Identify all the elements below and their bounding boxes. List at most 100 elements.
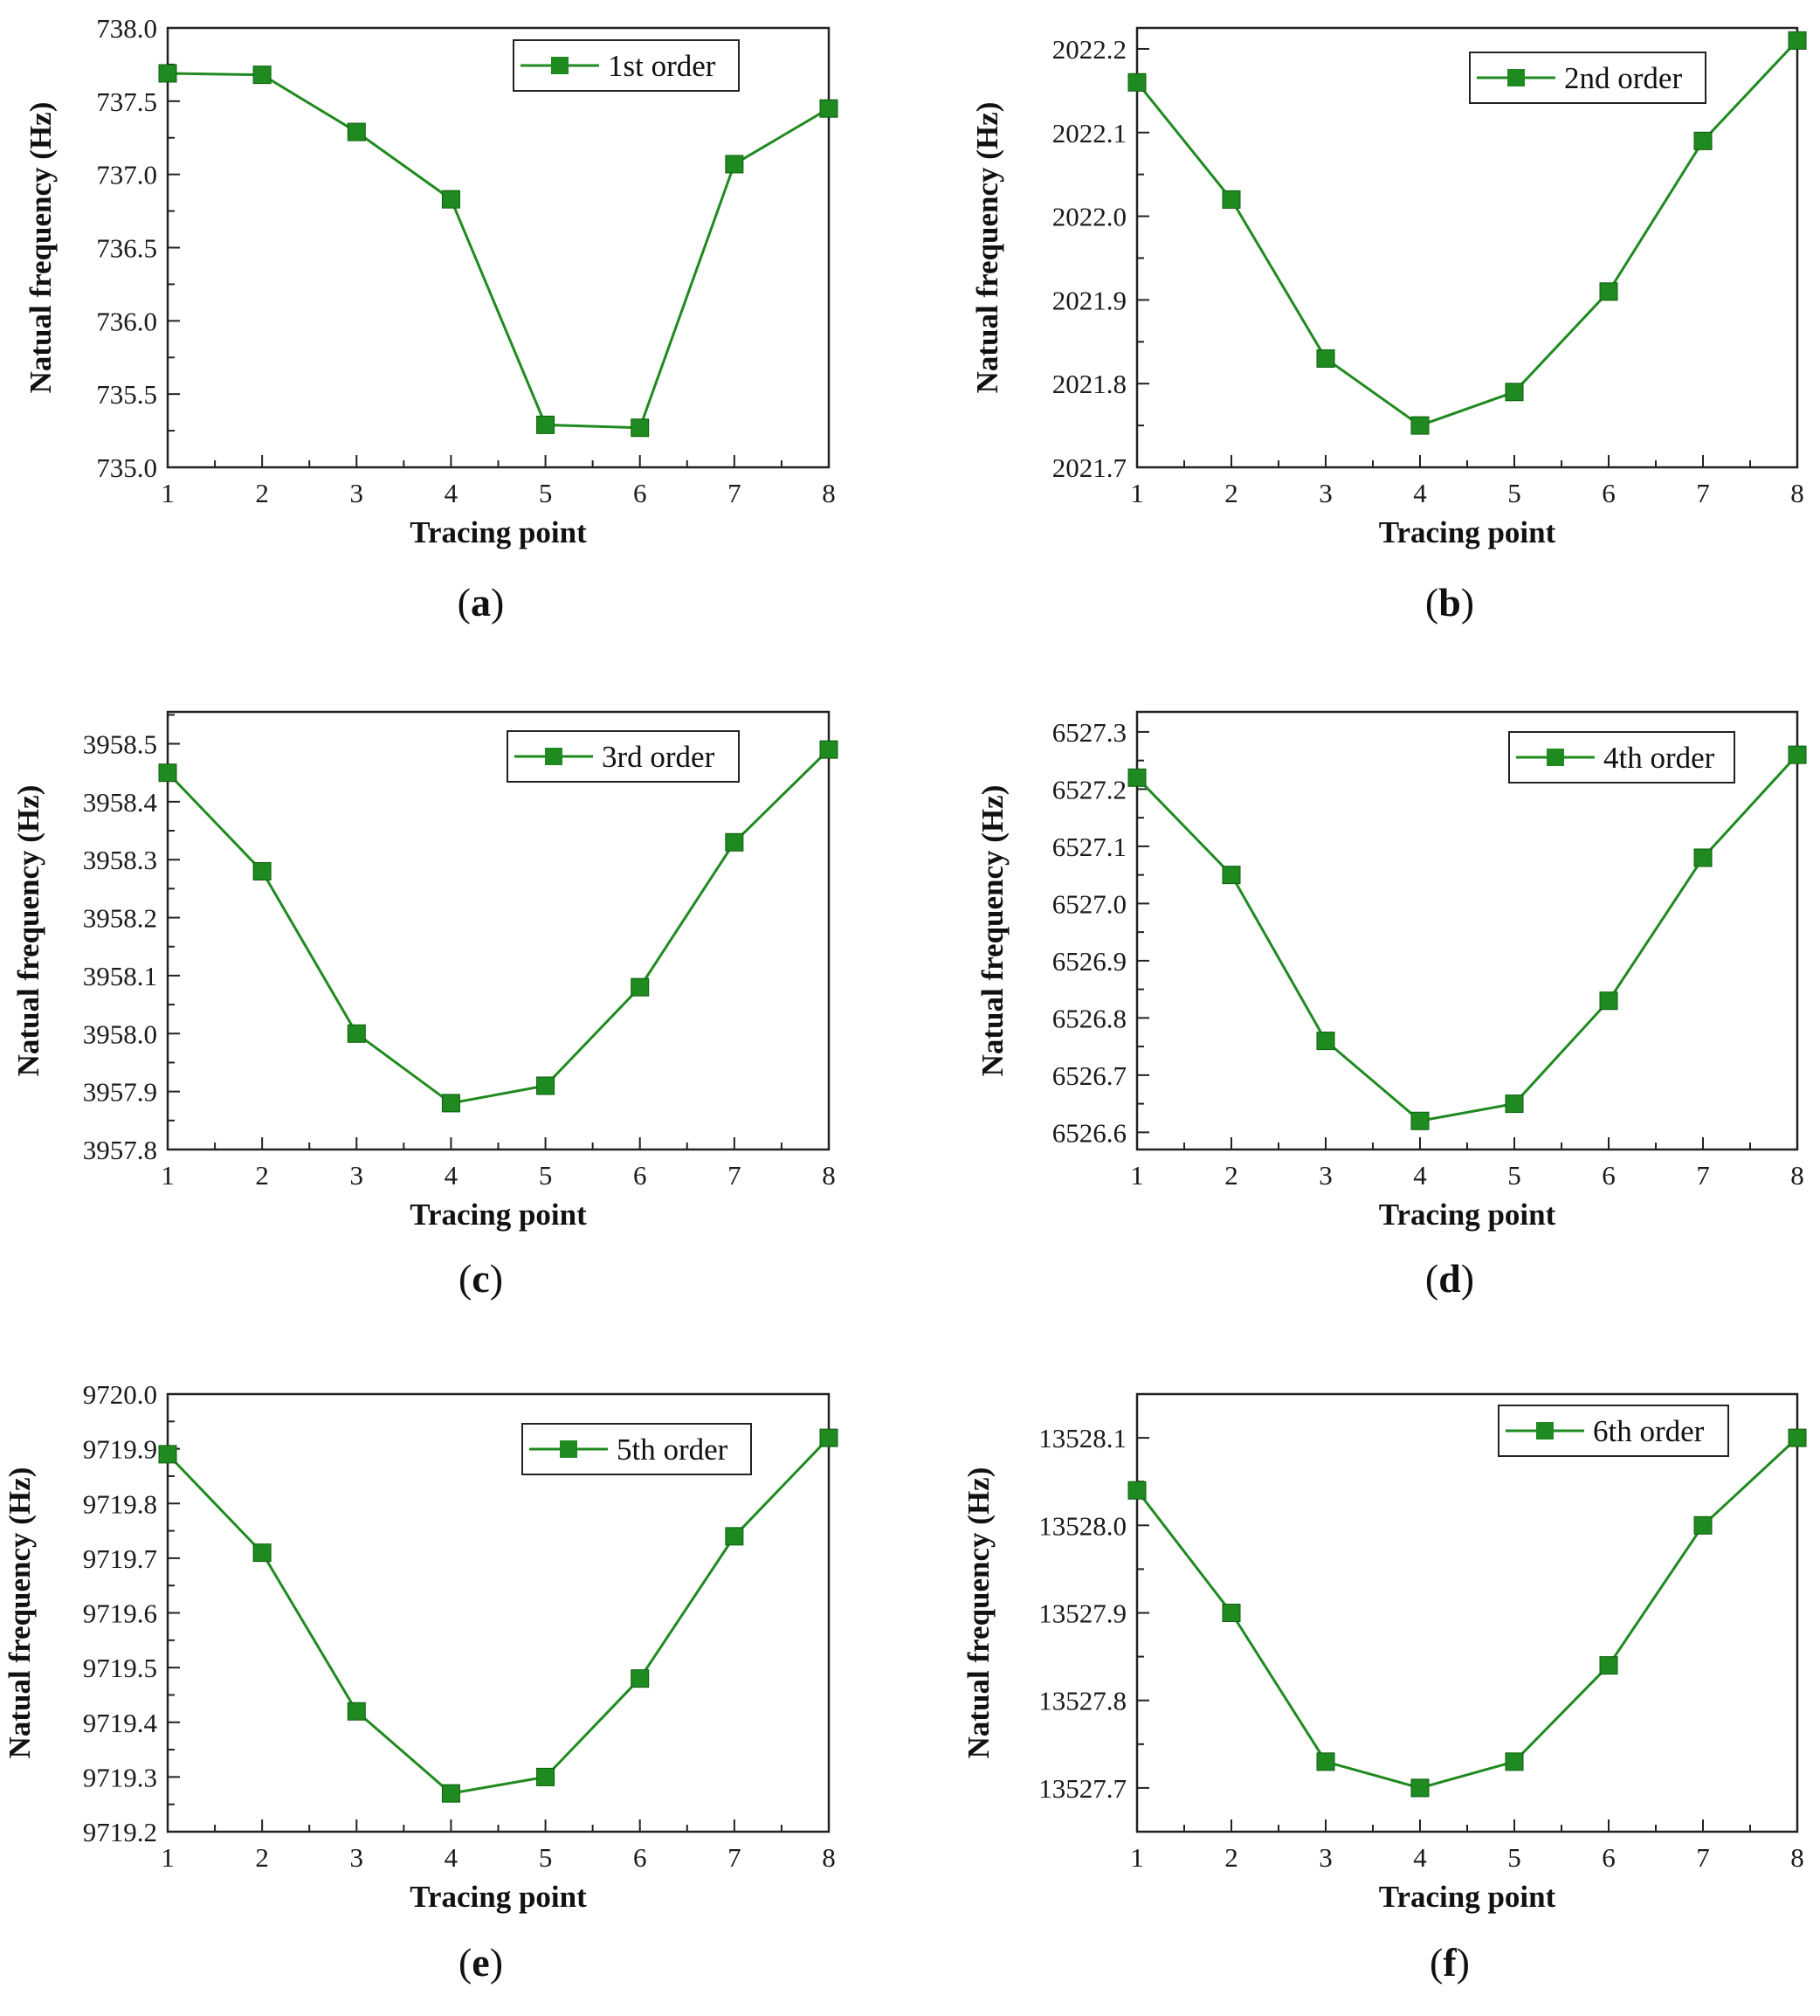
- y-tick-label: 3958.4: [83, 787, 158, 818]
- x-tick-label: 7: [1696, 478, 1710, 508]
- legend-marker: [1547, 749, 1564, 766]
- data-point: [536, 415, 555, 434]
- data-point: [158, 763, 177, 783]
- chart-panel-f: 1 2 3 4 5 6 7 8 13527.7 13527.8 13527.9 13528.0 1352…: [962, 1392, 1807, 1985]
- data-point: [441, 1784, 460, 1803]
- data-point: [1693, 1515, 1713, 1535]
- data-point: [631, 418, 650, 438]
- series-line: [1135, 754, 1799, 1122]
- x-tick-label: 5: [1507, 1160, 1521, 1191]
- data-point: [1410, 416, 1430, 435]
- y-tick-label: 737.0: [96, 160, 157, 190]
- y-tick-label: 13527.7: [1038, 1773, 1127, 1804]
- x-axis-title: Tracing point: [410, 515, 587, 549]
- x-tick-label: 8: [822, 478, 836, 508]
- panel-label-e: (e): [458, 1940, 503, 1985]
- legend-label: 5th order: [617, 1433, 728, 1467]
- data-point: [819, 1428, 838, 1447]
- data-point: [347, 122, 366, 142]
- legend-marker: [551, 57, 569, 74]
- x-tick-label: 3: [350, 478, 364, 508]
- legend: 4th order: [1508, 731, 1735, 784]
- series-line: [1135, 1437, 1799, 1790]
- data-point: [441, 1094, 460, 1113]
- y-tick-label: 6526.9: [1052, 946, 1127, 977]
- x-tick-label: 6: [1602, 478, 1616, 508]
- data-point: [1222, 1604, 1241, 1622]
- legend: 1st order: [513, 39, 740, 92]
- y-tick-label: 6527.1: [1052, 832, 1127, 862]
- x-tick-label: 8: [822, 1842, 836, 1873]
- x-tick-label: 8: [1790, 1160, 1804, 1191]
- data-point: [252, 861, 272, 880]
- data-point: [347, 1024, 366, 1043]
- data-point: [158, 64, 177, 83]
- y-tick-label: 6527.2: [1052, 774, 1127, 804]
- y-axis-title: Natual frequency (Hz): [24, 102, 58, 394]
- data-point: [1222, 190, 1241, 209]
- data-point: [1316, 1752, 1335, 1771]
- x-tick-label: 7: [1696, 1160, 1710, 1191]
- y-tick-label: 3957.8: [83, 1135, 157, 1165]
- x-tick-label: 1: [1130, 1160, 1144, 1191]
- panel-label-d: (d): [1425, 1256, 1474, 1301]
- data-point: [819, 99, 838, 118]
- data-point: [631, 977, 650, 997]
- y-axis-title: Natual frequency (Hz): [975, 785, 1010, 1077]
- panel-label-b: (b): [1425, 580, 1474, 625]
- legend: 3rd order: [507, 730, 740, 783]
- y-tick-label: 13527.8: [1038, 1686, 1127, 1716]
- x-tick-label: 1: [1130, 1842, 1144, 1873]
- x-tick-label: 8: [1790, 1842, 1804, 1873]
- x-tick-label: 6: [633, 478, 647, 508]
- y-axis-title: Natual frequency (Hz): [11, 785, 45, 1077]
- y-axis-title: Natual frequency (Hz): [962, 1467, 996, 1759]
- y-tick-label: 3958.1: [83, 961, 157, 991]
- y-tick-label: 3958.5: [83, 728, 157, 759]
- data-point: [1788, 31, 1807, 50]
- y-tick-label: 9719.3: [83, 1762, 157, 1792]
- x-tick-label: 4: [1413, 1160, 1427, 1191]
- series-line: [167, 72, 830, 430]
- x-axis-title: Tracing point: [1379, 1880, 1556, 1914]
- y-tick-label: 9719.6: [83, 1598, 157, 1629]
- data-point: [1316, 1032, 1335, 1051]
- data-point: [1410, 1778, 1430, 1798]
- y-tick-label: 736.5: [96, 233, 157, 264]
- data-point: [1693, 848, 1713, 867]
- x-tick-label: 3: [1319, 478, 1333, 508]
- chart-panel-c: 1 2 3 4 5 6 7 8 3957.8 3957.9 3958.0 3958.1 3958.2 39…: [11, 710, 838, 1301]
- y-tick-label: 9719.4: [83, 1708, 158, 1738]
- y-tick-label: 6527.0: [1052, 888, 1127, 919]
- panel-label-c: (c): [458, 1256, 503, 1301]
- panel-label-f: (f): [1430, 1940, 1470, 1985]
- chart-panel-e: 1 2 3 4 5 6 7 8 9719.2 9719.3 9719.4 9719.5 9719.6 97…: [3, 1379, 838, 1985]
- legend-marker: [545, 748, 562, 765]
- x-tick-label: 3: [350, 1842, 364, 1873]
- legend-label: 1st order: [608, 49, 716, 83]
- y-tick-label: 2021.9: [1052, 285, 1127, 315]
- y-tick-label: 9719.8: [83, 1488, 157, 1519]
- y-tick-label: 2022.2: [1052, 34, 1127, 65]
- legend-label: 2nd order: [1564, 61, 1682, 95]
- legend: 6th order: [1498, 1405, 1729, 1457]
- x-tick-label: 7: [1696, 1842, 1710, 1873]
- x-tick-label: 4: [445, 1842, 458, 1873]
- x-tick-label: 2: [255, 1842, 269, 1873]
- data-point: [1599, 1656, 1618, 1675]
- y-tick-label: 736.0: [96, 306, 157, 336]
- data-point: [1127, 72, 1147, 92]
- x-tick-label: 2: [255, 1160, 269, 1191]
- y-tick-label: 9719.5: [83, 1653, 157, 1683]
- x-tick-label: 1: [161, 1842, 175, 1873]
- x-axis-title: Tracing point: [1379, 1198, 1556, 1232]
- x-tick-label: 6: [633, 1160, 647, 1191]
- data-point: [536, 1767, 555, 1786]
- data-point: [536, 1076, 555, 1095]
- data-point: [725, 155, 744, 174]
- x-axis-title: Tracing point: [410, 1198, 587, 1232]
- data-point: [1410, 1111, 1430, 1130]
- data-point: [1599, 282, 1618, 301]
- x-tick-label: 7: [727, 478, 741, 508]
